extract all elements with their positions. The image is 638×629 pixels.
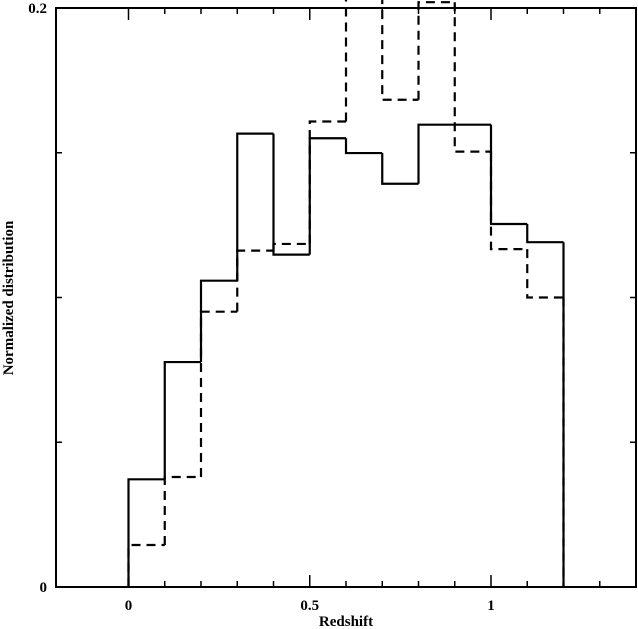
series-layer bbox=[127, 0, 565, 587]
step-bin-dashed bbox=[526, 249, 564, 299]
axis-ticks bbox=[56, 8, 636, 587]
series-dashed bbox=[127, 0, 565, 587]
series-solid bbox=[127, 123, 565, 587]
step-bin-dashed bbox=[344, 0, 348, 122]
x-tick-label: 0 bbox=[125, 598, 133, 614]
step-bin-dashed bbox=[381, 0, 419, 101]
step-bin-solid bbox=[199, 279, 238, 363]
step-bin-solid bbox=[272, 133, 310, 256]
step-bin-solid bbox=[127, 478, 165, 587]
step-bin-dashed bbox=[272, 242, 310, 251]
step-bin-solid bbox=[381, 153, 419, 185]
step-bin-dashed bbox=[127, 543, 165, 587]
x-axis-label: Redshift bbox=[319, 614, 373, 629]
step-bin-solid bbox=[236, 132, 274, 281]
tick-labels: 0 0.5 1 0 0.2 bbox=[28, 1, 495, 614]
step-bin-dashed bbox=[453, 2, 491, 153]
y-tick-label: 0.2 bbox=[28, 1, 47, 17]
step-bin-dashed bbox=[308, 120, 346, 244]
step-bin-solid bbox=[308, 137, 346, 255]
plot-frame bbox=[55, 7, 637, 588]
step-bin-solid bbox=[163, 360, 201, 480]
x-tick-label: 0.5 bbox=[300, 598, 319, 614]
step-bin-solid bbox=[344, 138, 383, 155]
step-bin-dashed bbox=[163, 475, 201, 546]
step-bin-solid bbox=[417, 123, 455, 184]
x-tick-label: 1 bbox=[487, 598, 495, 614]
y-axis-label: Normalized distribution bbox=[1, 220, 17, 375]
step-bin-dashed bbox=[236, 249, 274, 312]
step-bin-dashed bbox=[199, 310, 238, 477]
step-bin-dashed bbox=[489, 151, 528, 251]
step-bin-solid bbox=[489, 124, 528, 226]
y-tick-label: 0 bbox=[40, 580, 48, 596]
step-bin-dashed bbox=[417, 1, 455, 100]
step-bin-solid bbox=[526, 223, 564, 244]
